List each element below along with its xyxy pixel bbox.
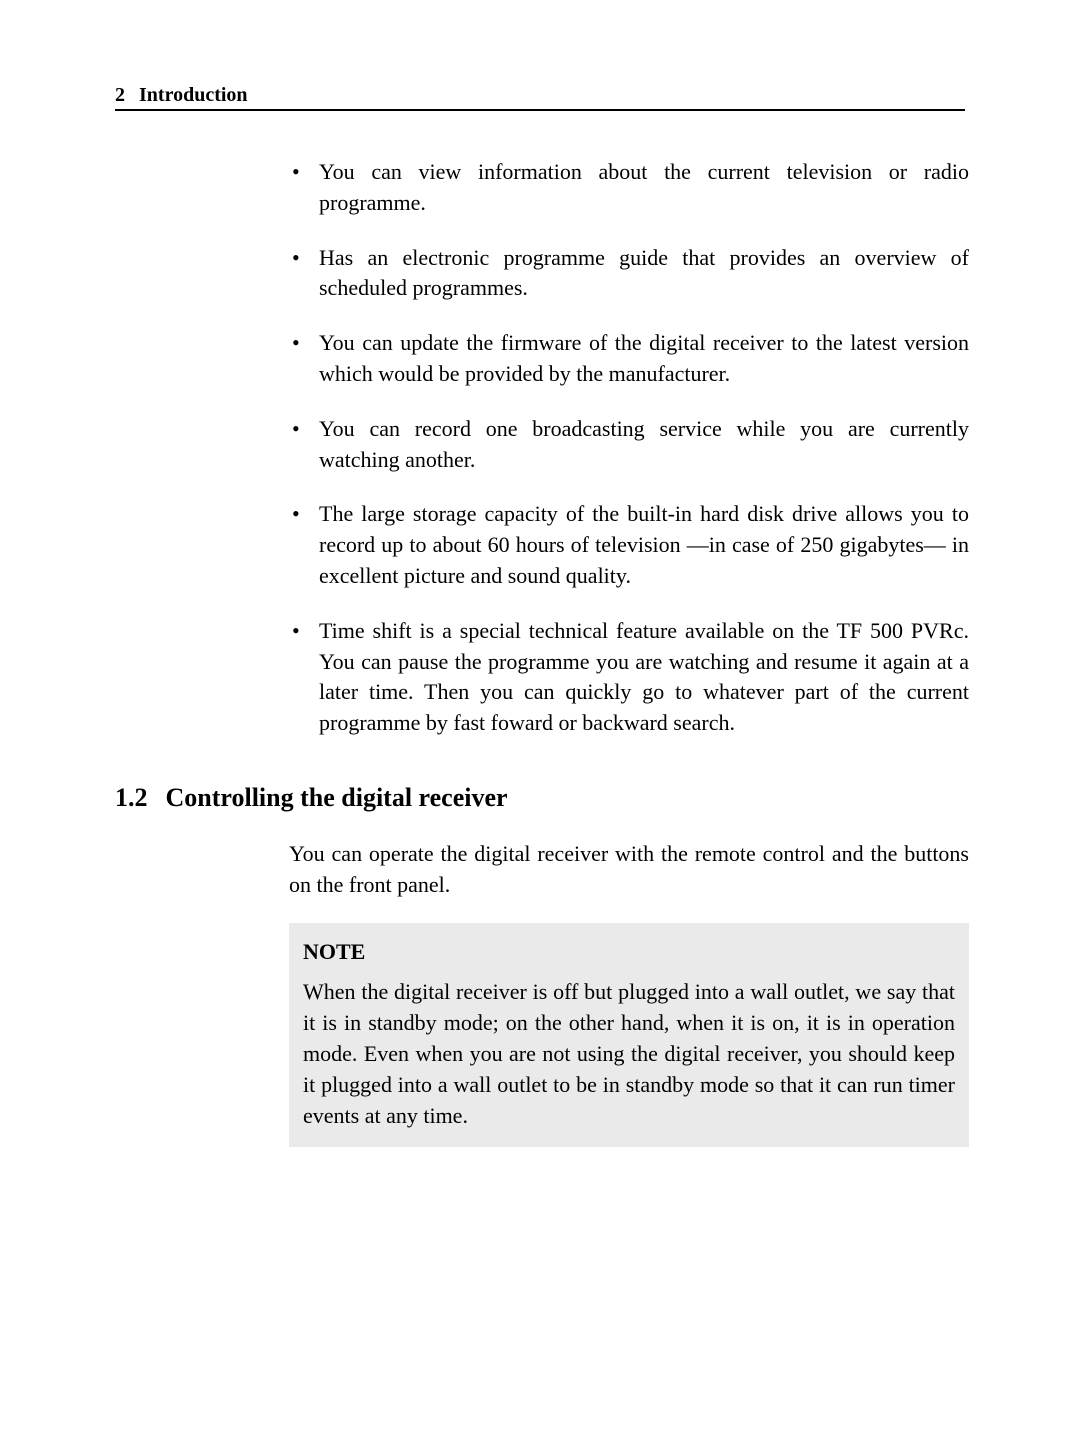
page-number: 2 [115,85,125,105]
note-body: When the digital receiver is off but plu… [303,977,955,1131]
list-item: You can record one broadcasting service … [289,414,969,476]
list-item: You can view information about the curre… [289,157,969,219]
list-item: Has an electronic programme guide that p… [289,243,969,305]
list-item: The large storage capacity of the built-… [289,499,969,591]
content-column: You can view information about the curre… [289,157,969,739]
note-label: NOTE [303,937,955,968]
running-header-inner: 2 Introduction [115,85,965,105]
section-intro-paragraph: You can operate the digital receiver wit… [289,839,969,901]
running-header: 2 Introduction [115,85,965,111]
section-title: Controlling the digital receiver [166,783,508,812]
list-item: Time shift is a special technical featur… [289,616,969,739]
chapter-title: Introduction [139,84,248,106]
section-heading: 1.2 Controlling the digital receiver [115,783,965,813]
note-box: NOTE When the digital receiver is off bu… [289,923,969,1148]
list-item: You can update the firmware of the digit… [289,328,969,390]
page: 2 Introduction You can view information a… [0,0,1080,1439]
section-body: You can operate the digital receiver wit… [289,839,969,1147]
feature-list: You can view information about the curre… [289,157,969,739]
section-number: 1.2 [115,783,148,813]
